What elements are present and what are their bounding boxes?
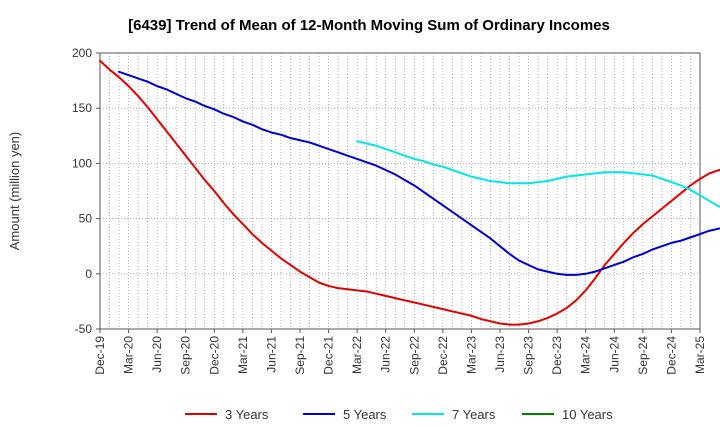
y-tick-label: 150 bbox=[72, 101, 92, 115]
x-tick-label: Dec-20 bbox=[207, 336, 221, 375]
x-tick-label: Dec-21 bbox=[322, 336, 336, 375]
x-tick-label: Mar-22 bbox=[350, 336, 364, 374]
x-tick-label: Sep-24 bbox=[636, 336, 650, 375]
series-lines bbox=[99, 59, 720, 326]
x-tick-label: Sep-23 bbox=[522, 336, 536, 375]
plot-area bbox=[99, 52, 701, 330]
x-tick-label: Sep-22 bbox=[407, 336, 421, 375]
x-tick-label: Sep-20 bbox=[179, 336, 193, 375]
grid-lines bbox=[100, 53, 700, 329]
x-tick-label: Jun-24 bbox=[607, 336, 621, 373]
x-axis-ticks: Dec-19 Mar-20 Jun-20 Sep-20 Dec-20 Mar-21 Jun-… bbox=[93, 329, 707, 375]
series-line-3-years bbox=[99, 59, 720, 326]
x-tick-label: Sep-21 bbox=[293, 336, 307, 375]
series-line-7-years bbox=[356, 140, 720, 208]
x-tick-label: Jun-21 bbox=[264, 336, 278, 373]
x-tick-label: Dec-22 bbox=[436, 336, 450, 375]
chart-title: [6439] Trend of Mean of 12-Month Moving … bbox=[128, 17, 610, 34]
y-tick-label: 50 bbox=[79, 212, 93, 226]
x-tick-label: Dec-19 bbox=[93, 336, 107, 375]
y-tick-label: 200 bbox=[72, 46, 92, 60]
y-tick-label: -50 bbox=[75, 322, 93, 336]
legend-label-7-years: 7 Years bbox=[452, 407, 496, 422]
legend-label-3-years: 3 Years bbox=[225, 407, 269, 422]
x-tick-label: Mar-25 bbox=[693, 336, 707, 374]
x-tick-label: Jun-22 bbox=[379, 336, 393, 373]
legend-label-5-years: 5 Years bbox=[343, 407, 387, 422]
legend: 3 Years 5 Years 7 Years 10 Years bbox=[185, 407, 613, 422]
y-axis-label: Amount (million yen) bbox=[7, 132, 22, 251]
x-tick-label: Jun-20 bbox=[150, 336, 164, 373]
x-tick-label: Mar-23 bbox=[464, 336, 478, 374]
x-tick-label: Dec-23 bbox=[550, 336, 564, 375]
y-tick-label: 0 bbox=[85, 267, 92, 281]
x-tick-label: Mar-20 bbox=[122, 336, 136, 374]
x-tick-label: Mar-24 bbox=[579, 336, 593, 374]
series-line-5-years bbox=[118, 70, 720, 276]
x-tick-label: Mar-21 bbox=[236, 336, 250, 374]
legend-label-10-years: 10 Years bbox=[562, 407, 613, 422]
x-tick-label: Jun-23 bbox=[493, 336, 507, 373]
y-axis-ticks: -50 0 50 100 150 200 bbox=[72, 46, 100, 336]
x-tick-label: Dec-24 bbox=[664, 336, 678, 375]
y-tick-label: 100 bbox=[72, 156, 92, 170]
